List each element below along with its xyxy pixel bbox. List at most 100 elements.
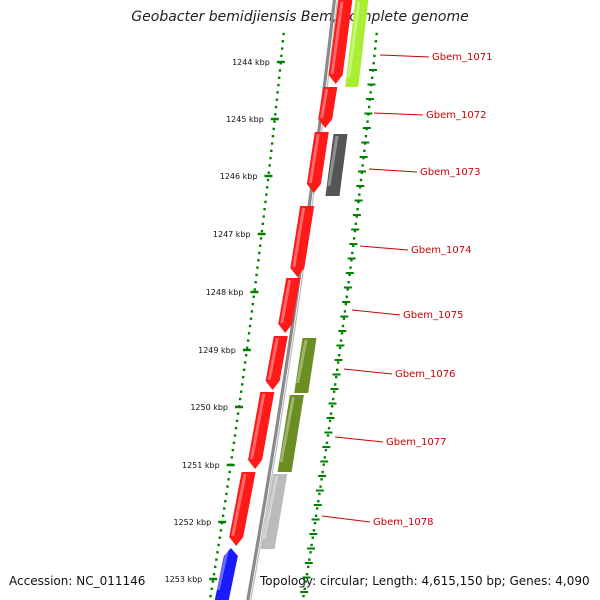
gene-feature [260, 474, 288, 549]
outer-track-dot [332, 390, 336, 393]
gene-feature [214, 548, 238, 600]
gene-feature [306, 132, 329, 193]
inner-track-dot [257, 259, 260, 262]
gene-leader-line [334, 436, 384, 443]
outer-track-dot [348, 273, 351, 277]
outer-track-dot [369, 91, 372, 94]
outer-track-dot [355, 215, 358, 218]
gene-feature-highlight [327, 136, 339, 186]
gene-label: Gbem_1072 [426, 110, 486, 121]
kbp-tick-label: 1244 kbp [232, 58, 270, 67]
inner-track-dot [250, 310, 254, 313]
outer-track-dot [314, 514, 318, 517]
gene-feature-highlight [296, 340, 308, 383]
inner-track-dot [241, 375, 245, 379]
inner-track-dot [215, 558, 218, 561]
outer-track-dot [359, 178, 363, 182]
inner-track-dot [256, 266, 259, 269]
inner-track-dot [272, 127, 275, 131]
inner-track-dot [263, 208, 266, 211]
outer-track-dot [331, 397, 335, 401]
kbp-tick-label: 1250 kbp [190, 403, 228, 412]
gene-label: Gbem_1073 [420, 167, 480, 178]
gene-feature-highlight [292, 208, 306, 267]
kbp-tick-label: 1251 kbp [182, 461, 220, 470]
outer-track-dot [343, 310, 347, 313]
kbp-tick-label: 1248 kbp [206, 288, 244, 297]
gene-feature-highlight [320, 89, 329, 118]
inner-track-dot [249, 317, 253, 320]
outer-track-dot [374, 40, 378, 43]
gene-feature-highlight [280, 280, 292, 323]
inner-track-dot [225, 492, 228, 496]
topology-text: Topology: circular; Length: 4,615,150 bp… [260, 574, 590, 588]
outer-track-dot [328, 419, 332, 423]
inner-track-dot [254, 281, 257, 284]
inner-track-dot [211, 580, 215, 583]
inner-track-dot [240, 383, 244, 386]
gene-feature-highlight [308, 134, 320, 183]
gene-label: Gbem_1075 [403, 310, 463, 321]
inner-track-dot [275, 98, 279, 101]
inner-track-dot [259, 237, 263, 240]
outer-track-dot [339, 339, 343, 342]
gene-feature-highlight [231, 474, 247, 536]
inner-track-dot [265, 186, 269, 189]
outer-track-dot [358, 193, 361, 196]
inner-track-dot [267, 171, 271, 174]
outer-track-dot [375, 32, 378, 36]
inner-track-dot [277, 76, 281, 79]
inner-track-dot [239, 390, 243, 393]
gene-feature-highlight [330, 2, 344, 74]
inner-track-dot [217, 543, 220, 547]
inner-track-dot [244, 354, 248, 357]
inner-track-dot [273, 120, 276, 123]
inner-track-dot [280, 47, 284, 50]
inner-track-dot [280, 54, 283, 58]
inner-track-dot [258, 244, 262, 247]
outer-track-dot [338, 346, 342, 350]
gene-feature-highlight [279, 397, 295, 462]
inner-track-dot [266, 178, 270, 182]
gene-label: Gbem_1071 [432, 52, 492, 63]
outer-track-dot [325, 441, 329, 444]
inner-track-dot [221, 514, 225, 517]
inner-track-dot [212, 573, 216, 576]
outer-track-dot [321, 470, 324, 474]
inner-track-dot [224, 500, 227, 503]
inner-track-dot [269, 156, 272, 160]
outer-track-dot [358, 186, 362, 189]
inner-track-dot [227, 478, 230, 481]
outer-track-dot [361, 164, 364, 167]
outer-track-dot [311, 536, 314, 539]
outer-track-dot [335, 368, 339, 371]
inner-track-dot [246, 339, 250, 342]
outer-track-dot [317, 500, 320, 503]
inner-track-dot [238, 397, 242, 401]
outer-track-dot [334, 375, 338, 379]
outer-track-dot [306, 565, 310, 569]
kbp-tick-label: 1246 kbp [220, 172, 258, 181]
inner-track-dot [234, 427, 238, 430]
outer-track-dot [351, 244, 355, 247]
outer-track-dot [364, 135, 368, 138]
inner-track-dot [231, 448, 235, 452]
outer-track-dot [313, 521, 317, 525]
outer-track-dot [372, 62, 375, 65]
gene-feature [345, 0, 369, 87]
outer-track-dot [366, 120, 369, 123]
inner-track-dot [223, 507, 226, 510]
outer-track-dot [330, 405, 334, 408]
inner-track-dot [219, 529, 223, 532]
inner-track-dot [210, 587, 213, 590]
gene-label: Gbem_1074 [411, 245, 471, 256]
inner-track-dot [235, 419, 239, 423]
inner-track-dot [248, 324, 252, 328]
outer-track-dot [370, 76, 374, 79]
outer-track-dot [356, 208, 359, 211]
inner-track-dot [218, 536, 221, 539]
inner-track-dot [274, 113, 277, 116]
outer-track-dot [308, 558, 311, 561]
gene-label: Gbem_1078 [373, 517, 433, 528]
gene-leader-line [373, 112, 424, 116]
